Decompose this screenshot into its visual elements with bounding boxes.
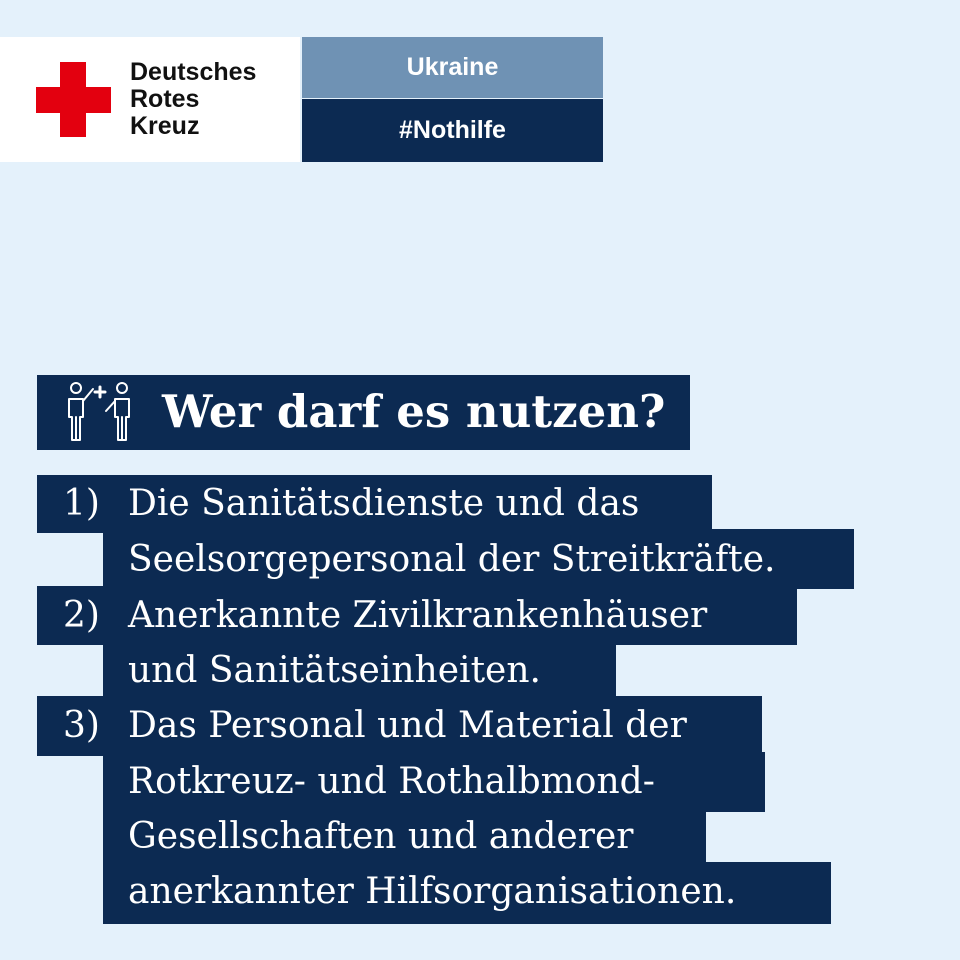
organization-name-line: Deutsches bbox=[130, 58, 257, 86]
highlight-bar bbox=[37, 586, 797, 645]
list-item-line: Rotkreuz- und Rothalbmond- bbox=[128, 761, 655, 802]
red-cross-logo-bar bbox=[36, 87, 111, 113]
heading-title: Wer darf es nutzen? bbox=[162, 384, 666, 438]
list-item-line: Gesellschaften und anderer bbox=[128, 816, 634, 857]
list-item-line: Das Personal und Material der bbox=[128, 705, 687, 746]
list-item-number: 2) bbox=[63, 595, 100, 636]
list-item-number: 3) bbox=[63, 705, 100, 746]
hashtag-tag: #Nothilfe bbox=[302, 99, 603, 162]
organization-name: Deutsches Rotes Kreuz bbox=[130, 59, 256, 140]
highlight-bar bbox=[37, 696, 762, 756]
list-item-line: Anerkannte Zivilkrankenhäuser bbox=[128, 595, 708, 636]
list-item-line: Seelsorgepersonal der Streitkräfte. bbox=[128, 539, 776, 580]
list-item-line: anerkannter Hilfsorganisationen. bbox=[128, 871, 737, 912]
highlight-bar bbox=[103, 752, 765, 812]
highlight-bar bbox=[103, 643, 616, 698]
organization-name-line: Kreuz bbox=[130, 112, 200, 140]
people-helper-icon bbox=[68, 382, 130, 441]
highlight-bar bbox=[103, 862, 831, 924]
list-item-number: 1) bbox=[63, 483, 100, 524]
list-item-line: und Sanitätseinheiten. bbox=[128, 650, 541, 691]
highlight-bar bbox=[103, 808, 706, 868]
list-item-line: Die Sanitätsdienste und das bbox=[128, 483, 640, 524]
topic-tag-ukraine: Ukraine bbox=[302, 37, 603, 98]
highlight-bar bbox=[37, 475, 712, 533]
organization-name-line: Rotes bbox=[130, 85, 200, 113]
highlight-bar bbox=[103, 529, 854, 589]
heading-bar bbox=[37, 375, 690, 450]
